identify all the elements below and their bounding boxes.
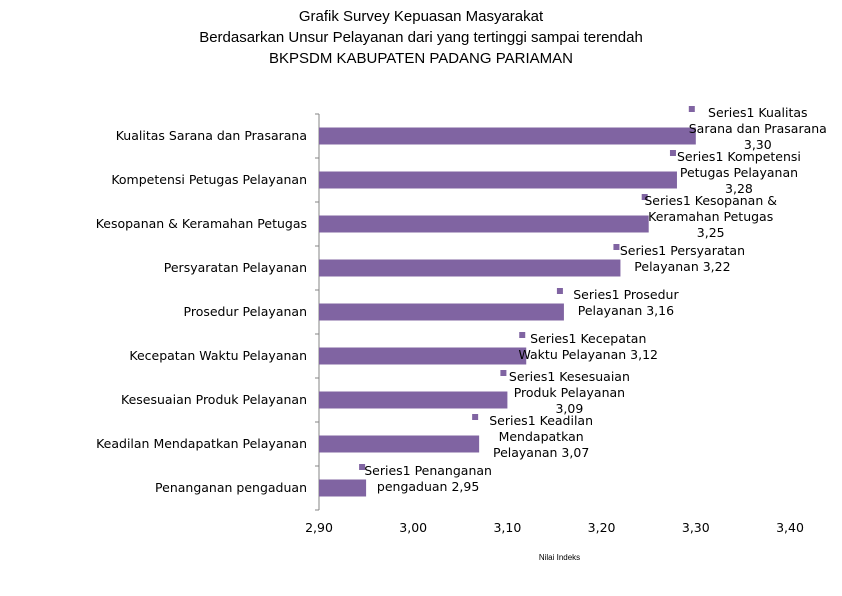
data-label-key bbox=[519, 332, 526, 338]
data-label: Series1 Prosedur bbox=[573, 287, 679, 302]
data-label: Produk Pelayanan bbox=[514, 385, 625, 400]
category-label: Kualitas Sarana dan Prasarana bbox=[116, 128, 307, 143]
data-label: 3,25 bbox=[697, 225, 725, 240]
bar bbox=[319, 127, 696, 145]
data-label: Keramahan Petugas bbox=[648, 209, 773, 224]
chart-title-line-1: Grafik Survey Kepuasan Masyarakat bbox=[298, 8, 544, 25]
category-label: Kompetensi Petugas Pelayanan bbox=[111, 172, 307, 187]
category-label: Keadilan Mendapatkan Pelayanan bbox=[96, 436, 307, 451]
data-label: Petugas Pelayanan bbox=[680, 165, 798, 180]
data-label-key bbox=[669, 150, 676, 156]
data-label-key bbox=[613, 244, 620, 250]
data-label: Series1 Kesesuaian bbox=[509, 369, 630, 384]
data-label: 3,28 bbox=[725, 181, 753, 196]
data-label: 3,09 bbox=[555, 401, 583, 416]
data-label: Series1 Persyaratan bbox=[620, 243, 745, 258]
bar bbox=[319, 435, 480, 453]
data-label-key bbox=[556, 288, 563, 294]
data-label: Pelayanan 3,22 bbox=[634, 259, 730, 274]
bar bbox=[319, 479, 367, 497]
data-label: Series1 Kesopanan & bbox=[644, 193, 777, 208]
x-tick-label: 3,40 bbox=[776, 520, 804, 535]
category-label: Kesopanan & Keramahan Petugas bbox=[96, 216, 307, 231]
x-tick-label: 3,30 bbox=[682, 520, 710, 535]
bar bbox=[319, 303, 564, 321]
x-tick-label: 3,20 bbox=[588, 520, 616, 535]
category-label: Kecepatan Waktu Pelayanan bbox=[129, 348, 307, 363]
x-tick-label: 3,10 bbox=[493, 520, 521, 535]
data-label: Waktu Pelayanan 3,12 bbox=[518, 347, 658, 362]
data-label: Series1 Kecepatan bbox=[530, 331, 646, 346]
data-label: Series1 Penanganan bbox=[364, 463, 492, 478]
data-label: pengaduan 2,95 bbox=[377, 479, 479, 494]
data-label: 3,30 bbox=[744, 137, 772, 152]
bar bbox=[319, 171, 677, 189]
data-label: Series1 Kualitas bbox=[708, 105, 808, 120]
data-label-key bbox=[641, 194, 648, 200]
data-label: Pelayanan 3,07 bbox=[493, 445, 589, 460]
bar bbox=[319, 215, 649, 233]
x-tick-label: 3,00 bbox=[399, 520, 427, 535]
category-label: Penanganan pengaduan bbox=[155, 480, 307, 495]
data-label: Mendapatkan bbox=[499, 429, 584, 444]
data-label: Pelayanan 3,16 bbox=[578, 303, 674, 318]
category-label: Kesesuaian Produk Pelayanan bbox=[121, 392, 307, 407]
bar bbox=[319, 391, 508, 409]
x-tick-label: 2,90 bbox=[305, 520, 333, 535]
chart-title-line-2: Berdasarkan Unsur Pelayanan dari yang te… bbox=[199, 29, 643, 46]
category-label: Persyaratan Pelayanan bbox=[164, 260, 307, 275]
data-label-key bbox=[500, 370, 507, 376]
data-label-key bbox=[359, 464, 366, 470]
data-label-key bbox=[472, 414, 479, 420]
data-label: Series1 Kompetensi bbox=[677, 149, 801, 164]
chart-title: Grafik Survey Kepuasan Masyarakat Berdas… bbox=[0, 6, 842, 69]
bar bbox=[319, 259, 621, 277]
chart-title-line-3: BKPSDM KABUPATEN PADANG PARIAMAN bbox=[269, 50, 573, 67]
data-label: Sarana dan Prasarana bbox=[689, 121, 827, 136]
x-axis-title: Nilai Indeks bbox=[539, 553, 580, 562]
category-label: Prosedur Pelayanan bbox=[184, 304, 307, 319]
data-label: Series1 Keadilan bbox=[489, 413, 593, 428]
bar bbox=[319, 347, 527, 365]
data-label-key bbox=[688, 106, 695, 112]
